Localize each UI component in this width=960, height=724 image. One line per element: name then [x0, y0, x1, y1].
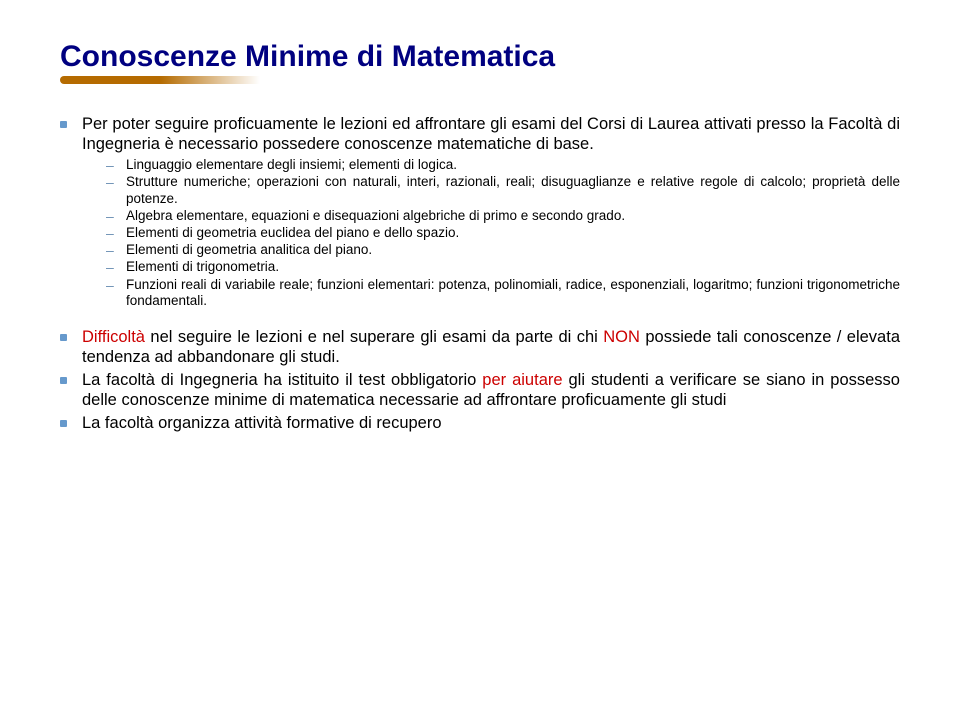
spacer — [60, 317, 900, 327]
main-list-2: Difficoltà nel seguire le lezioni e nel … — [60, 327, 900, 434]
sub-item: Elementi di trigonometria. — [106, 259, 900, 275]
intro-bullet: Per poter seguire proficuamente le lezio… — [60, 114, 900, 309]
slide-title: Conoscenze Minime di Matematica — [60, 40, 555, 80]
title-underline — [60, 76, 160, 84]
sub-item: Funzioni reali di variabile reale; funzi… — [106, 277, 900, 309]
faculty-bullet: La facoltà di Ingegneria ha istituito il… — [60, 370, 900, 410]
slide-body: Conoscenze Minime di Matematica Per pote… — [0, 0, 960, 467]
sub-item: Algebra elementare, equazioni e disequaz… — [106, 208, 900, 224]
sub-item: Elementi di geometria analitica del pian… — [106, 242, 900, 258]
sub-item: Linguaggio elementare degli insiemi; ele… — [106, 157, 900, 173]
highlight-word: Difficoltà — [82, 328, 145, 346]
intro-text: Per poter seguire proficuamente le lezio… — [82, 115, 900, 153]
main-list: Per poter seguire proficuamente le lezio… — [60, 114, 900, 309]
difficulty-bullet: Difficoltà nel seguire le lezioni e nel … — [60, 327, 900, 367]
recovery-bullet: La facoltà organizza attività formative … — [60, 413, 900, 433]
text-segment: La facoltà di Ingegneria ha istituito il… — [82, 371, 482, 389]
sub-item: Strutture numeriche; operazioni con natu… — [106, 174, 900, 206]
highlight-word: NON — [603, 328, 640, 346]
sub-list: Linguaggio elementare degli insiemi; ele… — [82, 157, 900, 309]
sub-item: Elementi di geometria euclidea del piano… — [106, 225, 900, 241]
highlight-word: per aiutare — [482, 371, 562, 389]
title-container: Conoscenze Minime di Matematica — [60, 40, 900, 80]
text-segment: nel seguire le lezioni e nel superare gl… — [145, 328, 603, 346]
